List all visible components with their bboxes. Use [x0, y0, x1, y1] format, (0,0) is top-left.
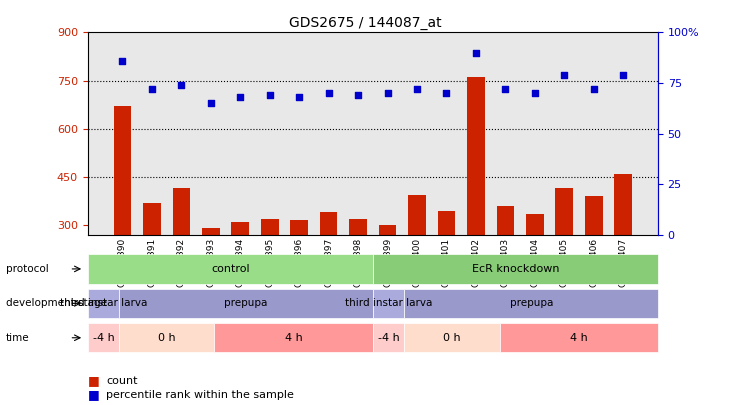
- Point: [175, 82, 187, 88]
- Text: third instar larva: third instar larva: [345, 298, 432, 308]
- Bar: [467, 77, 485, 322]
- Text: time: time: [6, 333, 29, 343]
- Bar: [556, 188, 573, 322]
- Text: 0 h: 0 h: [443, 333, 461, 343]
- Text: ■: ■: [88, 374, 99, 387]
- Point: [441, 90, 452, 96]
- Bar: [526, 214, 544, 322]
- Bar: [202, 228, 219, 322]
- Point: [588, 86, 599, 92]
- Text: 4 h: 4 h: [285, 333, 303, 343]
- Bar: [438, 211, 455, 322]
- Text: protocol: protocol: [6, 264, 48, 274]
- Point: [529, 90, 541, 96]
- Text: -4 h: -4 h: [93, 333, 115, 343]
- Text: third instar larva: third instar larva: [60, 298, 147, 308]
- Point: [411, 86, 423, 92]
- Bar: [113, 107, 132, 322]
- Bar: [349, 219, 367, 322]
- Point: [323, 90, 335, 96]
- Text: -4 h: -4 h: [378, 333, 400, 343]
- Text: EcR knockdown: EcR knockdown: [471, 264, 559, 274]
- Text: ■: ■: [88, 388, 99, 401]
- Bar: [614, 174, 632, 322]
- Point: [264, 92, 276, 98]
- Point: [558, 72, 570, 78]
- Bar: [290, 220, 308, 322]
- Bar: [261, 219, 279, 322]
- Point: [352, 92, 364, 98]
- Text: development stage: development stage: [6, 298, 107, 308]
- Text: prepupa: prepupa: [510, 298, 553, 308]
- Point: [235, 94, 246, 100]
- Bar: [379, 225, 396, 322]
- Point: [146, 86, 158, 92]
- Point: [499, 86, 511, 92]
- Bar: [319, 212, 338, 322]
- Bar: [408, 195, 426, 322]
- Point: [293, 94, 305, 100]
- Bar: [496, 206, 514, 322]
- Text: count: count: [106, 376, 137, 386]
- Point: [470, 49, 482, 56]
- Bar: [585, 196, 602, 322]
- Text: 0 h: 0 h: [158, 333, 175, 343]
- Text: control: control: [211, 264, 249, 274]
- Text: 4 h: 4 h: [570, 333, 588, 343]
- Point: [117, 58, 129, 64]
- Bar: [143, 203, 161, 322]
- Point: [205, 100, 216, 107]
- Point: [617, 72, 629, 78]
- Text: percentile rank within the sample: percentile rank within the sample: [106, 390, 294, 400]
- Point: [382, 90, 393, 96]
- Text: GDS2675 / 144087_at: GDS2675 / 144087_at: [289, 16, 442, 30]
- Bar: [232, 222, 249, 322]
- Text: prepupa: prepupa: [224, 298, 268, 308]
- Bar: [173, 188, 190, 322]
